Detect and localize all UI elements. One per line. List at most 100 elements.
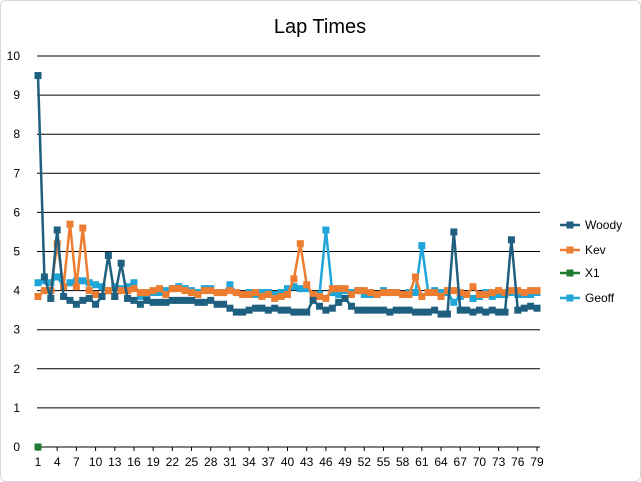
data-point	[53, 273, 61, 281]
data-point	[411, 308, 419, 316]
data-point	[495, 287, 503, 295]
data-point	[252, 304, 260, 312]
x-tick-label: 61	[415, 455, 429, 469]
series-x1	[34, 443, 42, 451]
data-point	[328, 285, 336, 293]
data-point	[290, 275, 298, 283]
data-point	[296, 240, 304, 248]
data-point	[495, 308, 503, 316]
data-point	[437, 292, 445, 300]
legend-marker-geoff	[566, 294, 574, 302]
x-tick-label: 4	[54, 455, 61, 469]
data-point	[92, 281, 100, 289]
data-point	[527, 291, 535, 299]
data-point	[53, 240, 61, 248]
data-point	[514, 306, 522, 314]
data-point	[200, 287, 208, 295]
data-point	[264, 306, 272, 314]
y-tick-label: 7	[13, 166, 20, 180]
y-tick-label: 2	[13, 362, 20, 376]
data-point	[392, 306, 400, 314]
y-tick-label: 5	[13, 245, 20, 259]
data-point	[399, 291, 407, 299]
data-point	[232, 308, 240, 316]
data-point	[488, 292, 496, 300]
legend-label-x1: X1	[585, 266, 600, 280]
data-point	[290, 283, 298, 291]
data-point	[533, 287, 541, 295]
legend-marker-woody	[566, 221, 574, 229]
legend: Woody Kev X1 Geoff	[560, 218, 622, 305]
data-point	[469, 308, 477, 316]
data-point	[456, 306, 464, 314]
data-point	[379, 289, 387, 297]
data-point	[188, 296, 196, 304]
data-point	[175, 285, 183, 293]
x-tick-label: 31	[223, 455, 237, 469]
data-point	[98, 292, 106, 300]
data-point	[72, 300, 80, 308]
legend-label-kev: Kev	[585, 243, 606, 257]
data-point	[475, 306, 483, 314]
data-point	[220, 289, 228, 297]
data-point	[258, 292, 266, 300]
y-tick-label: 3	[13, 323, 20, 337]
data-point	[507, 236, 515, 244]
data-point	[341, 294, 349, 302]
data-point	[431, 289, 439, 297]
data-point	[309, 291, 317, 299]
data-point	[79, 224, 87, 232]
y-tick-label: 1	[13, 401, 20, 415]
x-tick-label: 58	[396, 455, 410, 469]
data-point	[232, 289, 240, 297]
data-point	[130, 296, 138, 304]
data-point	[252, 289, 260, 297]
y-tick-label: 6	[13, 205, 20, 219]
x-tick-label: 7	[73, 455, 80, 469]
data-point	[277, 289, 285, 297]
data-point	[507, 287, 515, 295]
data-point	[418, 292, 426, 300]
y-axis-ticks: 0 1 2 3 4 5 6 7 8 9 10	[7, 49, 21, 454]
data-point	[488, 289, 496, 297]
data-point	[424, 289, 432, 297]
data-point	[386, 308, 394, 316]
data-point	[124, 287, 132, 295]
data-point	[194, 291, 202, 299]
data-point	[437, 289, 445, 297]
data-point	[443, 287, 451, 295]
data-point	[181, 296, 189, 304]
data-point	[226, 304, 234, 312]
data-point	[533, 304, 541, 312]
data-point	[156, 298, 164, 306]
data-point	[40, 273, 48, 281]
data-point	[258, 289, 266, 297]
data-point	[136, 289, 144, 297]
data-point	[277, 306, 285, 314]
data-point	[271, 304, 279, 312]
data-point	[162, 298, 170, 306]
data-point	[226, 287, 234, 295]
data-point	[411, 289, 419, 297]
data-point	[322, 226, 330, 234]
data-point	[335, 298, 343, 306]
data-point	[527, 302, 535, 310]
data-point	[149, 298, 157, 306]
data-point	[271, 291, 279, 299]
x-tick-label: 46	[319, 455, 333, 469]
legend-marker-x1	[566, 269, 574, 277]
data-point	[143, 289, 151, 297]
data-point	[520, 304, 528, 312]
x-tick-label: 1	[35, 455, 42, 469]
data-point	[194, 298, 202, 306]
data-point	[40, 287, 48, 295]
data-point	[53, 226, 61, 234]
data-point	[373, 291, 381, 299]
data-point	[284, 306, 291, 314]
data-point	[418, 308, 426, 316]
data-point	[335, 285, 343, 293]
data-point	[367, 289, 375, 297]
x-tick-label: 43	[300, 455, 314, 469]
x-tick-label: 40	[281, 455, 295, 469]
